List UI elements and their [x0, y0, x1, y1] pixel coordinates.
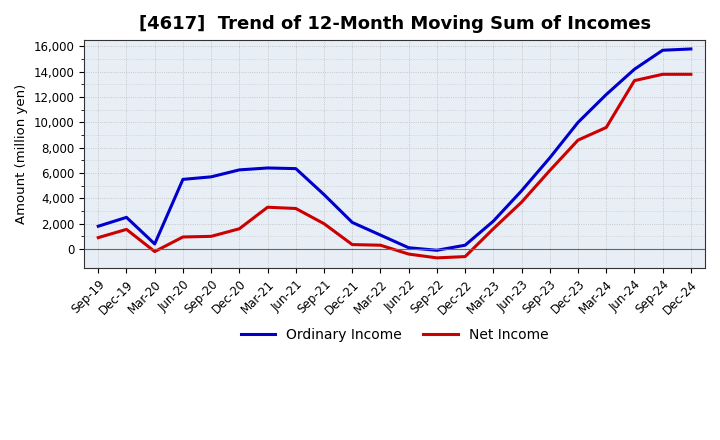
Ordinary Income	[546, 155, 554, 161]
Net Income	[630, 78, 639, 83]
Net Income	[461, 254, 469, 259]
Net Income	[489, 226, 498, 231]
Ordinary Income	[687, 46, 696, 51]
Y-axis label: Amount (million yen): Amount (million yen)	[15, 84, 28, 224]
Net Income	[658, 72, 667, 77]
Net Income	[150, 249, 159, 254]
Net Income	[602, 125, 611, 130]
Ordinary Income	[602, 92, 611, 97]
Ordinary Income	[320, 192, 328, 197]
Net Income	[235, 226, 243, 231]
Net Income	[405, 251, 413, 257]
Title: [4617]  Trend of 12-Month Moving Sum of Incomes: [4617] Trend of 12-Month Moving Sum of I…	[138, 15, 651, 33]
Ordinary Income	[376, 232, 384, 238]
Ordinary Income	[658, 48, 667, 53]
Ordinary Income	[207, 174, 215, 180]
Net Income	[179, 235, 187, 240]
Ordinary Income	[630, 66, 639, 72]
Net Income	[122, 227, 131, 232]
Net Income	[94, 235, 102, 240]
Ordinary Income	[179, 177, 187, 182]
Net Income	[433, 255, 441, 260]
Net Income	[207, 234, 215, 239]
Ordinary Income	[517, 188, 526, 194]
Net Income	[376, 242, 384, 248]
Ordinary Income	[94, 224, 102, 229]
Net Income	[687, 72, 696, 77]
Ordinary Income	[235, 167, 243, 172]
Net Income	[320, 221, 328, 226]
Ordinary Income	[433, 248, 441, 253]
Net Income	[546, 168, 554, 173]
Ordinary Income	[348, 220, 356, 225]
Net Income	[292, 206, 300, 211]
Line: Net Income: Net Income	[98, 74, 691, 258]
Line: Ordinary Income: Ordinary Income	[98, 49, 691, 250]
Ordinary Income	[489, 219, 498, 224]
Legend: Ordinary Income, Net Income: Ordinary Income, Net Income	[235, 323, 554, 348]
Ordinary Income	[405, 245, 413, 250]
Ordinary Income	[264, 165, 272, 171]
Net Income	[348, 242, 356, 247]
Ordinary Income	[292, 166, 300, 171]
Ordinary Income	[574, 120, 582, 125]
Net Income	[264, 205, 272, 210]
Ordinary Income	[122, 215, 131, 220]
Ordinary Income	[150, 241, 159, 246]
Ordinary Income	[461, 242, 469, 248]
Net Income	[517, 199, 526, 205]
Net Income	[574, 137, 582, 143]
